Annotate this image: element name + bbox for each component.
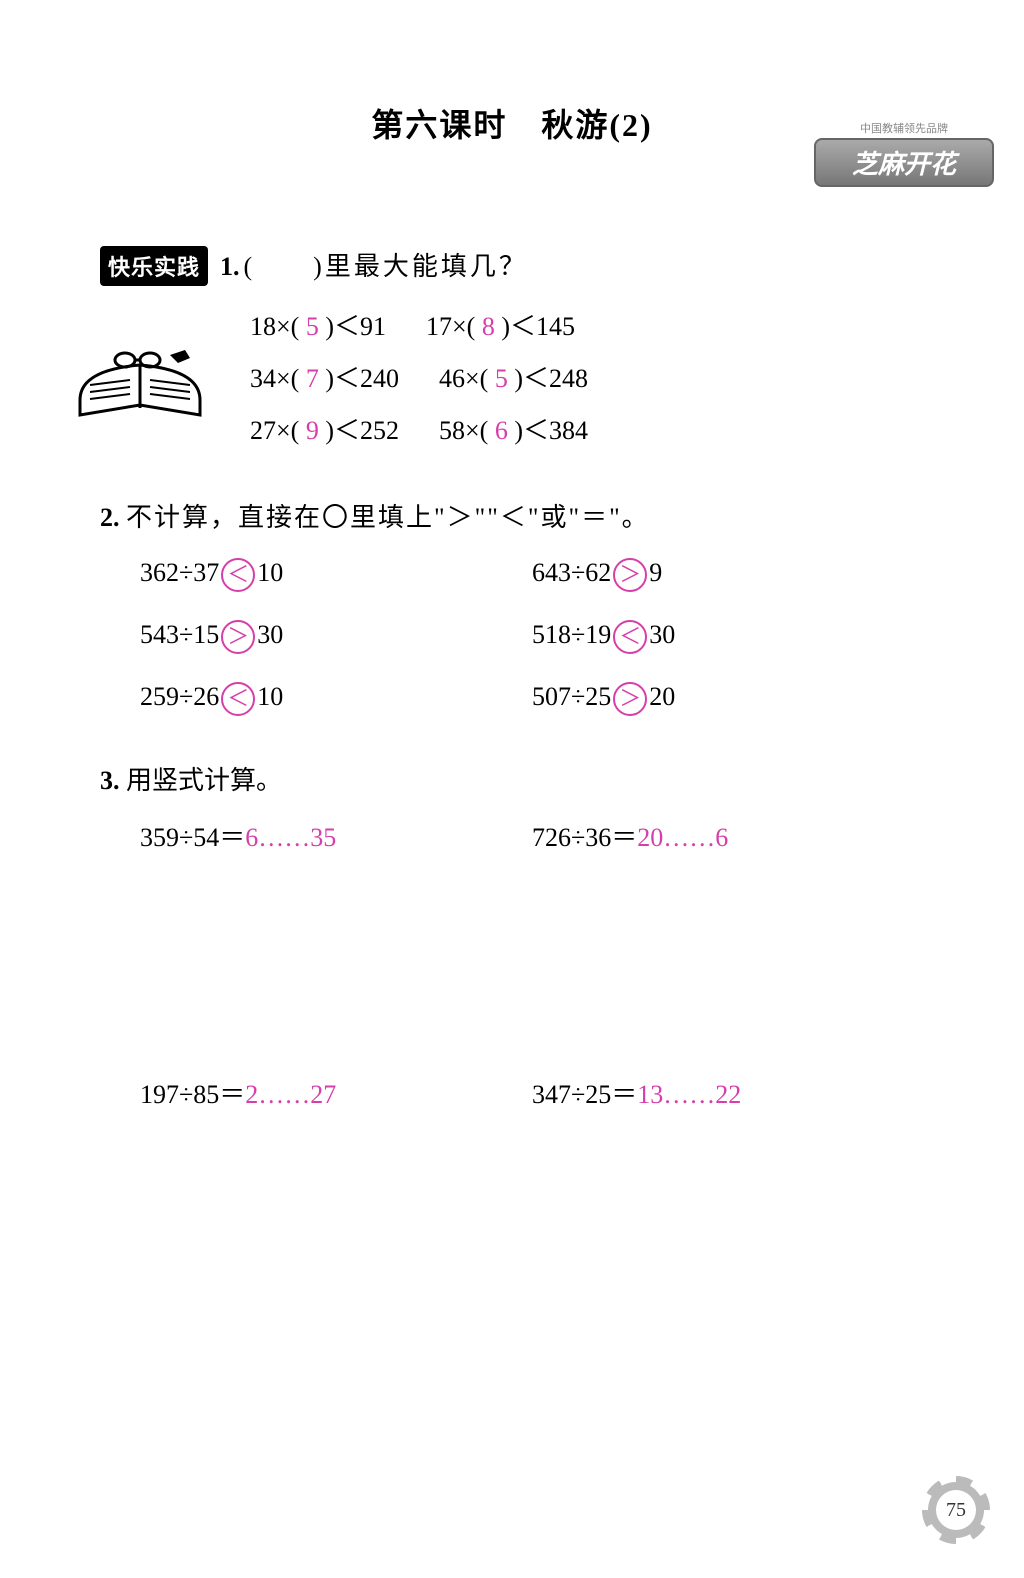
- book-icon: [70, 330, 210, 430]
- content-area: 快乐实践 1. ( )里最大能填几？ 18×( 5 )＜91 17×( 8 )＜…: [0, 146, 1024, 1111]
- q1-answer: 7: [306, 364, 319, 393]
- q2-left: 518÷19: [532, 620, 611, 649]
- brand-tagline: 中国教辅领先品牌: [814, 120, 994, 136]
- q1-expr-part: 27×(: [250, 416, 299, 445]
- q2-item: 543÷15＞30: [140, 620, 532, 654]
- brand-logo: 中国教辅领先品牌 芝麻开花: [814, 120, 994, 180]
- q1-rows: 18×( 5 )＜91 17×( 8 )＜145 34×( 7 )＜240 46…: [250, 301, 588, 457]
- q1-expr-part: 58×(: [439, 416, 488, 445]
- q1-header: 快乐实践 1. ( )里最大能填几？ 18×( 5 )＜91 17×( 8 )＜…: [100, 246, 924, 457]
- q2-left: 643÷62: [532, 558, 611, 587]
- q1-row: 27×( 9 )＜252 58×( 6 )＜384: [250, 405, 588, 457]
- q1-row: 34×( 7 )＜240 46×( 5 )＜248: [250, 353, 588, 405]
- brand-name: 芝麻开花: [814, 138, 994, 187]
- q2-item: 259÷26＜10: [140, 682, 532, 716]
- q3-answer: 20……6: [637, 823, 728, 852]
- q3-answer: 13……22: [637, 1080, 741, 1109]
- q3-grid: 359÷54＝6……35 726÷36＝20……6 197÷85＝2……27 3…: [140, 817, 924, 1111]
- q2-right: 20: [649, 682, 675, 711]
- q2-left: 259÷26: [140, 682, 219, 711]
- q2-number: 2.: [100, 503, 120, 532]
- q2-symbol: ＜: [221, 682, 255, 716]
- q2-item: 643÷62＞9: [532, 558, 924, 592]
- q3-answer: 6……35: [245, 823, 336, 852]
- q2-symbol: ＞: [613, 682, 647, 716]
- q2-right: 30: [257, 620, 283, 649]
- page-number: 75: [936, 1490, 976, 1530]
- q1-row: 18×( 5 )＜91 17×( 8 )＜145: [250, 301, 588, 353]
- q2-left: 543÷15: [140, 620, 219, 649]
- q1-expr-part: )＜240: [325, 364, 399, 393]
- q1-expr-part: )＜91: [325, 312, 386, 341]
- q3-item: 359÷54＝6……35: [140, 817, 532, 854]
- q1-expr-part: 46×(: [439, 364, 488, 393]
- q1-expr-part: 34×(: [250, 364, 299, 393]
- q3-expr: 347÷25＝: [532, 1080, 637, 1109]
- q1-answer: 5: [306, 312, 319, 341]
- q1-answer: 9: [306, 416, 319, 445]
- q2-grid: 362÷37＜10 643÷62＞9 543÷15＞30 518÷19＜30 2…: [140, 558, 924, 716]
- q2-symbol: ＜: [221, 558, 255, 592]
- q1-expr-part: )＜145: [501, 312, 575, 341]
- q1-expr-part: )＜384: [514, 416, 588, 445]
- q2-prompt: 不计算，直接在〇里填上"＞""＜"或"＝"。: [126, 503, 650, 532]
- q2-left: 362÷37: [140, 558, 219, 587]
- q1-expr-part: 17×(: [426, 312, 475, 341]
- q2-right: 10: [257, 682, 283, 711]
- q1-answer: 6: [495, 416, 508, 445]
- practice-badge: 快乐实践: [100, 246, 208, 286]
- q2-item: 518÷19＜30: [532, 620, 924, 654]
- q2-symbol: ＜: [613, 620, 647, 654]
- q3-item: 347÷25＝13……22: [532, 1074, 924, 1111]
- q1-expr-part: )＜252: [325, 416, 399, 445]
- q1-prompt: ( )里最大能填几？: [244, 252, 528, 281]
- q3-item: 197÷85＝2……27: [140, 1074, 532, 1111]
- q3-answer: 2……27: [245, 1080, 336, 1109]
- q2-right: 9: [649, 558, 662, 587]
- q2-symbol: ＞: [613, 558, 647, 592]
- q2-item: 362÷37＜10: [140, 558, 532, 592]
- gear-icon: 75: [928, 1482, 984, 1538]
- q2-symbol: ＞: [221, 620, 255, 654]
- q1-expr-part: )＜248: [514, 364, 588, 393]
- q3-section: 3. 用竖式计算。 359÷54＝6……35 726÷36＝20……6 197÷…: [100, 760, 924, 1111]
- q1-expr-part: 18×(: [250, 312, 299, 341]
- q1-answer: 5: [495, 364, 508, 393]
- q2-section: 2. 不计算，直接在〇里填上"＞""＜"或"＝"。 362÷37＜10 643÷…: [100, 497, 924, 716]
- q3-expr: 726÷36＝: [532, 823, 637, 852]
- q3-expr: 359÷54＝: [140, 823, 245, 852]
- q2-right: 30: [649, 620, 675, 649]
- q3-number: 3.: [100, 766, 120, 795]
- q2-item: 507÷25＞20: [532, 682, 924, 716]
- q2-left: 507÷25: [532, 682, 611, 711]
- q3-prompt: 用竖式计算。: [126, 766, 282, 795]
- q2-right: 10: [257, 558, 283, 587]
- page-number-badge: 75: [928, 1482, 984, 1538]
- q1-answer: 8: [482, 312, 495, 341]
- q3-expr: 197÷85＝: [140, 1080, 245, 1109]
- q3-item: 726÷36＝20……6: [532, 817, 924, 854]
- q1-number: 1.: [220, 252, 240, 281]
